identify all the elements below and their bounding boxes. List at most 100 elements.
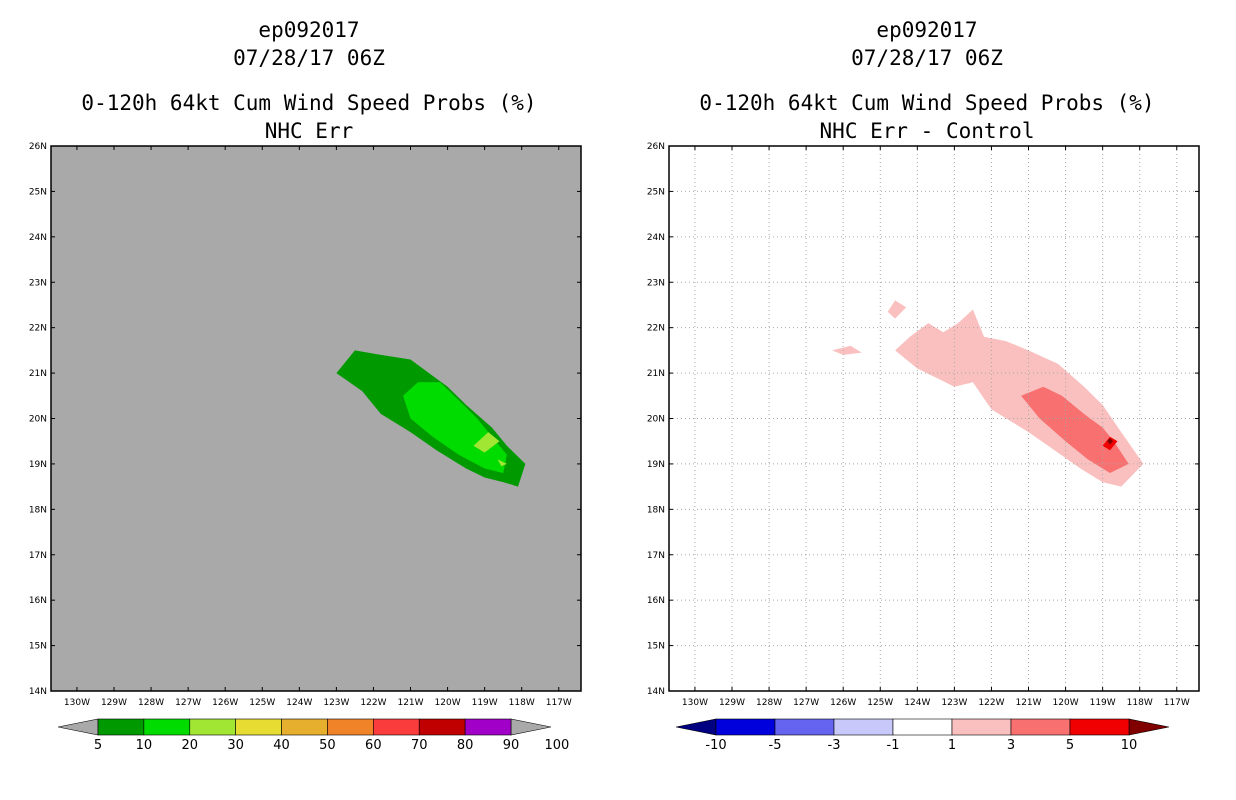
x-tick-label: 124W [904,698,930,708]
x-tick-label: 128W [138,698,164,708]
y-tick-label: 25N [647,187,665,197]
contour-20 [497,459,507,467]
colorbar-swatch [951,718,1012,736]
y-tick-label: 23N [29,278,47,288]
colorbar-over-arrow [510,718,552,736]
chart-subtitle: NHC Err - Control [819,119,1035,143]
datetime: 07/28/17 06Z [233,46,385,70]
colorbar-under-arrow [57,718,99,736]
x-tick-label: 123W [323,698,349,708]
colorbar-label: -10 [705,738,726,753]
panel-nhc-err: ep092017 07/28/17 06Z 0-120h 64kt Cum Wi… [29,18,582,753]
y-tick-label: 16N [647,596,665,606]
x-tick-label: 122W [360,698,386,708]
x-tick-label: 126W [830,698,856,708]
y-tick-label: 17N [29,551,47,561]
y-tick-label: 22N [647,324,665,334]
y-tick-label: 21N [29,369,47,379]
colorbar-label: 30 [227,738,244,753]
colorbar-swatch [327,718,374,736]
chart-title: 0-120h 64kt Cum Wind Speed Probs (%) [699,91,1155,115]
colorbar-label: 60 [365,738,382,753]
y-tick-label: 17N [647,551,665,561]
colorbar-swatch [833,718,894,736]
panel-nhc-err-control: ep092017 07/28/17 06Z 0-120h 64kt Cum Wi… [618,0,1236,800]
y-tick-label: 25N [29,187,47,197]
colorbar-label: 1 [948,738,956,753]
colorbar-label: 40 [273,738,290,753]
y-tick-label: 26N [647,142,665,152]
colorbar-over-arrow [1128,718,1170,736]
chart-subtitle: NHC Err [264,119,354,143]
contour-10 [1107,438,1113,445]
y-tick-label: 15N [647,642,665,652]
colorbar-swatch [418,718,466,736]
colorbar-swatch [373,718,420,736]
colorbar-swatch [281,718,328,736]
colorbar-label: 20 [182,738,199,753]
x-tick-label: 127W [793,698,819,708]
colorbar-label: 100 [544,738,569,753]
colorbar-swatch [715,718,776,736]
colorbar-label: 10 [136,738,153,753]
y-tick-label: 21N [647,369,665,379]
colorbar-swatch [97,718,145,736]
colorbar-swatch [1010,718,1071,736]
colorbar-label: 50 [319,738,336,753]
y-tick-label: 20N [29,415,47,425]
contour-1 [832,345,862,355]
colorbar-swatch [892,718,953,736]
colorbar-label: 10 [1121,738,1138,753]
y-tick-label: 18N [647,505,665,515]
x-tick-label: 127W [175,698,201,708]
contour-20 [473,432,500,453]
x-tick-label: 126W [212,698,238,708]
y-tick-label: 18N [29,505,47,515]
x-tick-label: 118W [509,698,535,708]
storm-id: ep092017 [876,18,978,42]
x-tick-label: 125W [249,698,275,708]
x-tick-label: 121W [1015,698,1041,708]
x-tick-label: 130W [682,698,708,708]
x-tick-label: 125W [867,698,893,708]
colorbar-swatch [235,718,282,736]
x-tick-label: 129W [101,698,127,708]
colorbar-swatch [464,718,512,736]
colorbar-label: 5 [1066,738,1074,753]
colorbar-label: 5 [94,738,102,753]
x-tick-label: 117W [546,698,572,708]
y-tick-label: 14N [647,687,665,697]
colorbar-label: -1 [887,738,900,753]
x-tick-label: 122W [978,698,1004,708]
colorbar-label: -5 [769,738,782,753]
colorbar-label: -3 [828,738,841,753]
x-tick-label: 121W [397,698,423,708]
colorbar-under-arrow [675,718,717,736]
colorbar-swatch [143,718,191,736]
chart-title: 0-120h 64kt Cum Wind Speed Probs (%) [81,91,537,115]
y-tick-label: 24N [29,233,47,243]
storm-id: ep092017 [258,18,360,42]
y-tick-label: 15N [29,642,47,652]
colorbar-swatch [774,718,835,736]
colorbar-label: 90 [503,738,520,753]
x-tick-label: 129W [719,698,745,708]
y-tick-label: 19N [29,460,47,470]
colorbar-label: 80 [457,738,474,753]
y-tick-label: 16N [29,596,47,606]
x-tick-label: 130W [64,698,90,708]
colorbar-swatch [189,718,236,736]
colorbar-label: 70 [411,738,428,753]
y-tick-label: 19N [647,460,665,470]
y-tick-label: 14N [29,687,47,697]
y-tick-label: 23N [647,278,665,288]
y-tick-label: 20N [647,415,665,425]
datetime: 07/28/17 06Z [851,46,1003,70]
map-plot: 130W 129W 128W 127W 126W 125W 124W 123W 122W 121W… [29,142,582,753]
map-plot: 130W 129W 128W 127W 126W 125W 124W 123W 122W 121W… [647,142,1200,753]
x-tick-label: 123W [941,698,967,708]
contour-3 [1021,386,1129,473]
contour-1 [887,300,907,319]
x-tick-label: 117W [1164,698,1190,708]
x-tick-label: 128W [756,698,782,708]
